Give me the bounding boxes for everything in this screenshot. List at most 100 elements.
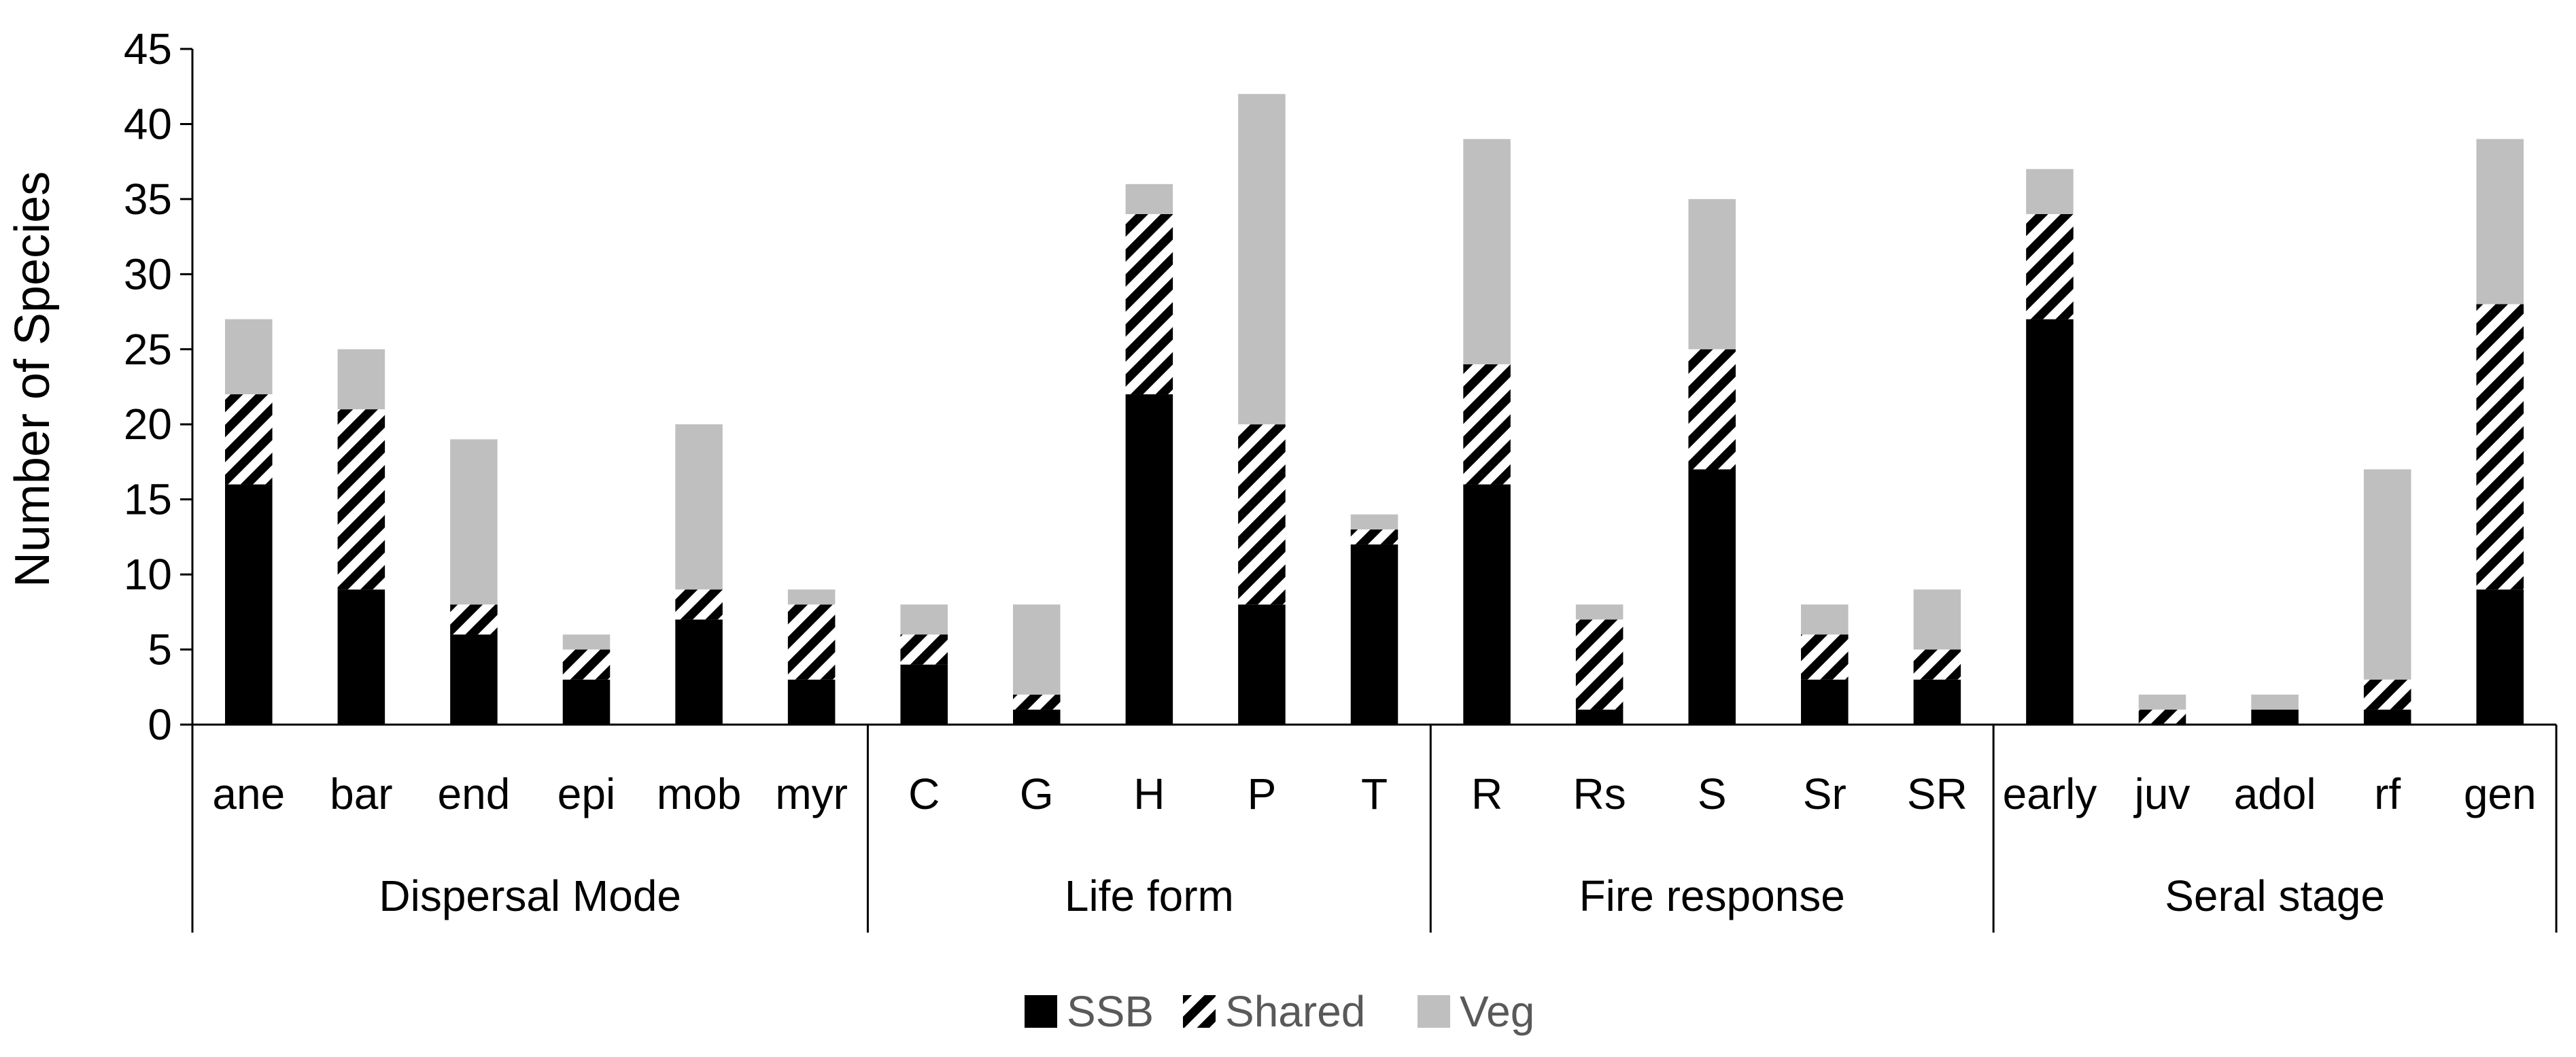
x-category-label: T — [1361, 769, 1388, 818]
bar-ssb-T — [1350, 544, 1398, 725]
x-category-label: end — [438, 769, 511, 818]
bar-shared-T — [1350, 529, 1398, 544]
bar-veg-G — [1013, 604, 1061, 695]
y-tick-label: 0 — [148, 700, 172, 749]
y-tick-label: 5 — [148, 625, 172, 674]
bar-veg-early — [2026, 169, 2074, 214]
x-category-label: S — [1698, 769, 1727, 818]
bar-ssb-C — [900, 664, 948, 725]
bar-ssb-adol — [2251, 709, 2299, 725]
legend: SSB Shared Veg — [1025, 987, 1534, 1036]
bar-shared-early — [2026, 213, 2074, 319]
bar-veg-P — [1238, 94, 1286, 425]
bar-ssb-Sr — [1801, 679, 1849, 725]
bar-shared-ane — [225, 394, 273, 485]
bar-shared-rf — [2363, 679, 2411, 710]
bar-shared-myr — [787, 604, 836, 680]
x-category-label: mob — [657, 769, 742, 818]
bar-veg-Rs — [1575, 604, 1624, 620]
bar-ssb-gen — [2476, 589, 2524, 725]
bar-veg-bar — [337, 349, 385, 410]
y-axis-title: Number of Species — [5, 171, 60, 587]
bar-ssb-P — [1238, 604, 1286, 725]
bar-veg-adol — [2251, 694, 2299, 710]
bar-veg-gen — [2476, 139, 2524, 305]
bar-ssb-early — [2026, 319, 2074, 725]
bar-shared-C — [900, 634, 948, 665]
bar-veg-R — [1463, 139, 1511, 364]
bar-ssb-mob — [675, 619, 723, 725]
bar-veg-C — [900, 604, 948, 635]
bar-ssb-S — [1688, 469, 1736, 725]
bar-shared-bar — [337, 409, 385, 590]
x-category-label: C — [908, 769, 940, 818]
bar-veg-epi — [562, 634, 611, 650]
bar-ssb-epi — [562, 679, 611, 725]
x-category-label: gen — [2464, 769, 2537, 818]
bar-shared-end — [450, 604, 498, 635]
bar-shared-R — [1463, 364, 1511, 485]
bar-ssb-R — [1463, 484, 1511, 725]
x-category-label: ane — [212, 769, 285, 818]
x-category-label: early — [2003, 769, 2097, 818]
bar-shared-epi — [562, 649, 611, 680]
bar-veg-ane — [225, 319, 273, 395]
bar-shared-juv — [2138, 709, 2186, 725]
y-tick-label: 45 — [124, 24, 172, 73]
x-category-label: juv — [2133, 769, 2191, 818]
x-group-label: Seral stage — [2165, 871, 2385, 920]
legend-label-shared: Shared — [1225, 987, 1365, 1036]
x-category-label: R — [1471, 769, 1502, 818]
x-category-label: bar — [330, 769, 393, 818]
bar-ssb-myr — [787, 679, 836, 725]
y-tick-label: 20 — [124, 400, 172, 449]
bar-veg-myr — [787, 589, 836, 605]
bar-ssb-ane — [225, 484, 273, 725]
bar-shared-mob — [675, 589, 723, 620]
bar-veg-rf — [2363, 469, 2411, 680]
bar-shared-gen — [2476, 304, 2524, 590]
x-group-label: Fire response — [1579, 871, 1845, 920]
legend-swatch-veg — [1418, 995, 1450, 1028]
bar-shared-Rs — [1575, 619, 1624, 710]
bar-ssb-SR — [1913, 679, 1961, 725]
bar-shared-S — [1688, 349, 1736, 470]
bar-shared-P — [1238, 424, 1286, 605]
y-tick-label: 10 — [124, 550, 172, 599]
x-category-label: Sr — [1803, 769, 1847, 818]
x-category-label: myr — [775, 769, 848, 818]
legend-swatch-shared — [1183, 995, 1216, 1028]
bar-shared-SR — [1913, 649, 1961, 680]
x-group-label: Dispersal Mode — [379, 871, 681, 920]
bar-ssb-Rs — [1575, 709, 1624, 725]
bar-veg-mob — [675, 424, 723, 590]
legend-label-ssb: SSB — [1067, 987, 1154, 1036]
bar-ssb-rf — [2363, 709, 2411, 725]
y-tick-label: 25 — [124, 325, 172, 374]
x-category-label: epi — [557, 769, 615, 818]
x-category-label: G — [1020, 769, 1054, 818]
bar-veg-SR — [1913, 589, 1961, 650]
y-tick-label: 15 — [124, 475, 172, 524]
y-axis: 0 5 10 15 20 25 30 35 40 45 — [124, 24, 194, 749]
bar-shared-G — [1013, 694, 1061, 710]
bar-veg-S — [1688, 198, 1736, 349]
bars — [225, 94, 2524, 725]
x-category-label: rf — [2374, 769, 2401, 818]
bar-ssb-G — [1013, 709, 1061, 725]
bar-veg-Sr — [1801, 604, 1849, 635]
legend-swatch-ssb — [1025, 995, 1057, 1028]
x-category-label: SR — [1907, 769, 1968, 818]
bar-veg-T — [1350, 514, 1398, 530]
x-category-label: H — [1133, 769, 1165, 818]
x-category-label: Rs — [1573, 769, 1626, 818]
y-tick-label: 40 — [124, 99, 172, 148]
x-group-label: Life form — [1065, 871, 1234, 920]
bar-ssb-end — [450, 634, 498, 725]
x-axis: ane bar end epi mob myr C G H P T R Rs S Sr SR early juv a… — [191, 723, 2558, 933]
bar-veg-juv — [2138, 694, 2186, 710]
bar-ssb-bar — [337, 589, 385, 725]
bar-shared-H — [1125, 213, 1173, 395]
bar-veg-H — [1125, 184, 1173, 214]
